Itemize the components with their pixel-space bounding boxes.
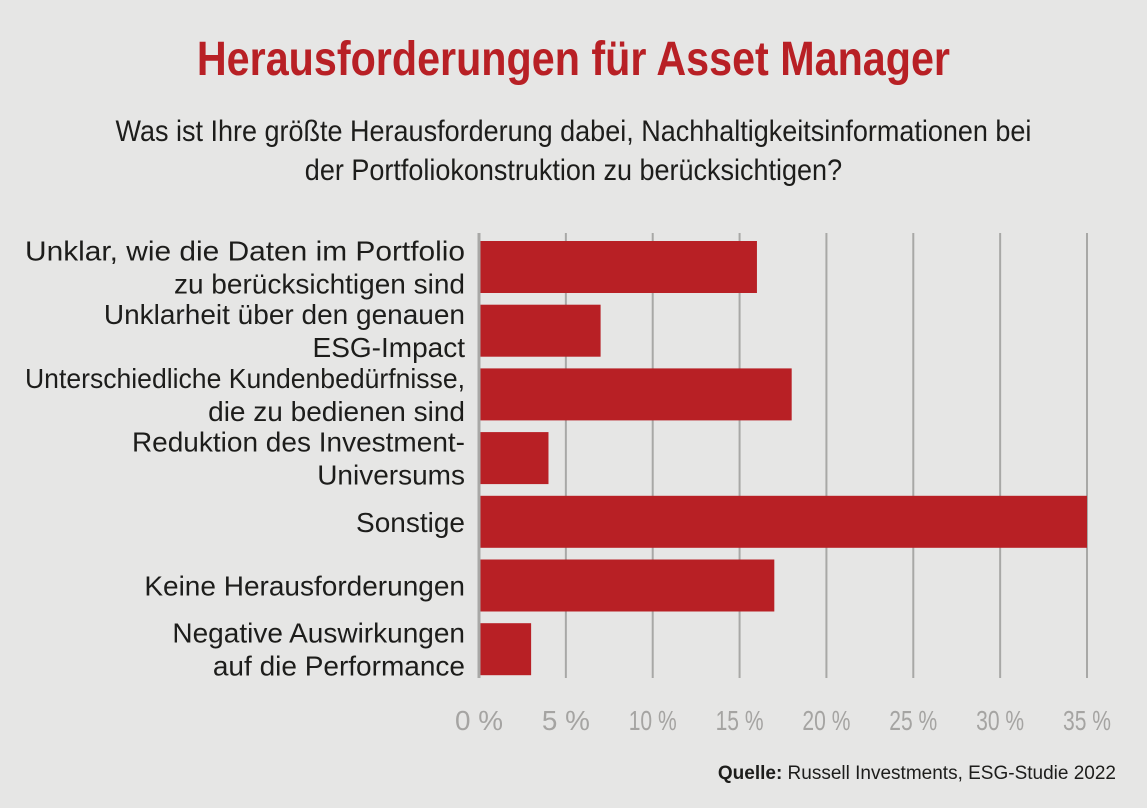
bar	[479, 241, 757, 293]
category-label: Unklarheit über den genauen	[104, 299, 465, 330]
bar	[479, 559, 775, 612]
x-tick-label: 15 %	[716, 705, 764, 736]
category-label: Reduktion des Investment-	[132, 427, 465, 458]
category-label: Unklar, wie die Daten im Portfolio	[25, 236, 465, 267]
source-note: Quelle: Russell Investments, ESG-Studie …	[718, 762, 1116, 786]
x-tick-label: 10 %	[629, 705, 677, 736]
chart-subtitle: Was ist Ihre größte Herausforderung dabe…	[0, 112, 1147, 190]
bar	[479, 304, 601, 357]
x-tick-label: 0 %	[455, 705, 503, 736]
source-label: Quelle:	[717, 763, 783, 784]
category-label: Unterschiedliche Kundenbedürfnisse,	[25, 363, 465, 394]
category-label: auf die Performance	[213, 651, 465, 682]
chart-subtitle-line-1: Was ist Ihre größte Herausforderung dabe…	[115, 115, 1032, 148]
category-label: Universums	[317, 460, 465, 491]
x-tick-label: 25 %	[889, 705, 937, 736]
x-tick-label: 30 %	[976, 705, 1024, 736]
bar	[479, 623, 532, 676]
bar	[479, 432, 549, 485]
source-text: Russell Investments, ESG-Studie 2022	[782, 763, 1116, 784]
category-label: Sonstige	[356, 507, 465, 538]
x-tick-label: 20 %	[802, 705, 850, 736]
category-label: zu berücksichtigen sind	[174, 269, 465, 300]
category-label: Keine Herausforderungen	[144, 571, 465, 602]
x-tick-label: 35 %	[1063, 705, 1111, 736]
chart-title: Herausforderungen für Asset Manager	[196, 33, 951, 86]
chart-subtitle-line-2: der Portfoliokonstruktion zu berücksicht…	[304, 154, 843, 187]
x-tick-label: 5 %	[542, 705, 590, 736]
bar	[479, 495, 1087, 548]
category-label: Negative Auswirkungen	[172, 618, 465, 649]
category-label: ESG-Impact	[313, 332, 466, 363]
category-label: die zu bedienen sind	[208, 396, 465, 427]
bar-layer	[479, 241, 1087, 676]
x-tick-labels: 0 % 5 % 10 % 15 % 20 % 25 % 30 % 35 %	[455, 705, 1111, 736]
bar	[479, 368, 792, 421]
